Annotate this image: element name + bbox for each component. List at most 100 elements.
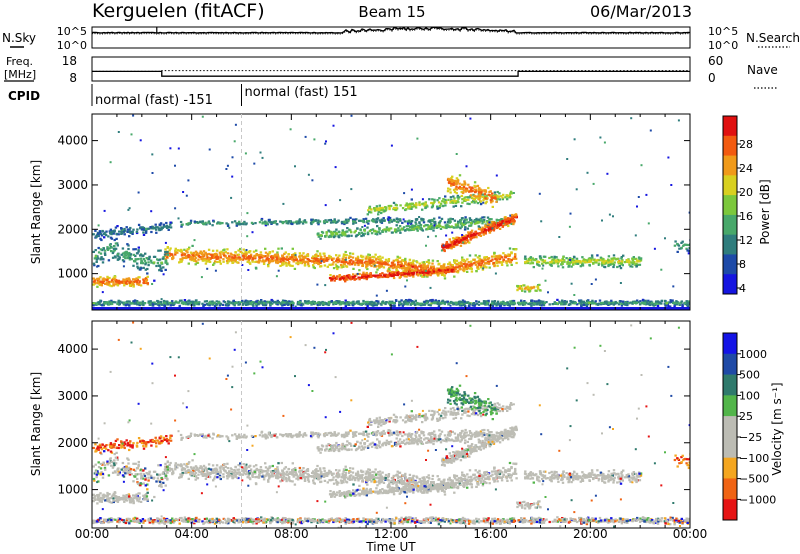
power-cell xyxy=(678,247,681,250)
power-cell xyxy=(132,278,135,281)
power-cell xyxy=(463,240,466,243)
power-cell xyxy=(477,188,481,191)
power-cell xyxy=(384,258,388,261)
power-cell xyxy=(474,188,478,191)
power-cell xyxy=(174,300,178,303)
power-cell xyxy=(612,215,614,218)
power-cell xyxy=(585,261,589,264)
power-cell xyxy=(101,291,104,294)
power-cell xyxy=(330,300,333,303)
power-cell xyxy=(502,300,505,303)
power-cell xyxy=(405,208,408,211)
power-cell xyxy=(474,222,477,225)
power-cell xyxy=(439,224,442,228)
power-cell xyxy=(348,274,351,277)
power-cell xyxy=(347,256,351,260)
power-cell xyxy=(571,302,575,305)
power-cell xyxy=(448,246,451,249)
power-cell xyxy=(187,262,190,265)
power-cell xyxy=(95,302,99,305)
power-cell xyxy=(302,257,305,260)
power-cell xyxy=(457,236,461,240)
power-cell xyxy=(532,266,535,269)
power-cell xyxy=(196,221,199,224)
power-cell xyxy=(368,259,372,262)
power-cell xyxy=(469,267,473,270)
power-cell xyxy=(455,236,458,239)
power-cell xyxy=(622,302,625,305)
power-cell xyxy=(459,239,463,242)
power-cell xyxy=(341,257,344,260)
power-cell xyxy=(362,271,365,274)
power-cell xyxy=(276,251,279,254)
power-cell xyxy=(346,276,349,279)
power-cell xyxy=(415,269,418,273)
power-cell xyxy=(120,253,123,256)
power-cell xyxy=(377,231,381,234)
power-cell xyxy=(208,300,212,303)
power-cell xyxy=(137,246,140,249)
power-cell xyxy=(166,253,169,256)
power-cell xyxy=(511,213,514,217)
power-cell xyxy=(345,230,348,233)
power-cell xyxy=(305,302,309,305)
power-cell xyxy=(660,268,663,271)
power-cell xyxy=(291,304,295,307)
power-cell xyxy=(512,257,515,260)
power-cell xyxy=(466,234,470,238)
power-cell xyxy=(680,246,683,249)
power-cell xyxy=(108,300,111,303)
power-cell xyxy=(178,304,181,307)
power-cell xyxy=(451,201,454,204)
power-cell xyxy=(427,220,430,223)
power-cell xyxy=(620,256,623,259)
power-cell xyxy=(457,187,461,190)
power-cell xyxy=(180,225,183,228)
power-cell xyxy=(394,273,397,276)
power-cell xyxy=(199,250,202,253)
power-cell xyxy=(410,268,414,272)
power-cell xyxy=(418,302,421,305)
power-cell xyxy=(462,198,466,201)
power-cell xyxy=(510,192,513,195)
power-cell xyxy=(122,278,125,281)
power-cell xyxy=(479,264,482,267)
power-cell xyxy=(360,302,363,305)
power-cell xyxy=(158,229,161,232)
power-cell xyxy=(421,275,424,278)
power-cell xyxy=(310,218,313,221)
power-cell xyxy=(424,202,427,205)
power-cell xyxy=(449,244,452,247)
power-cell xyxy=(224,251,227,254)
power-cell xyxy=(216,256,220,259)
power-cell xyxy=(128,258,132,261)
power-cell xyxy=(366,264,369,267)
power-cell xyxy=(133,299,137,302)
power-cell xyxy=(193,304,196,307)
power-cell xyxy=(321,300,324,304)
power-cell xyxy=(554,302,557,305)
power-cell xyxy=(156,226,159,229)
power-cell xyxy=(137,249,140,252)
power-cell xyxy=(344,304,347,307)
power-cell xyxy=(563,260,566,263)
power-cell xyxy=(337,301,340,304)
power-cell xyxy=(249,301,252,304)
power-cell xyxy=(365,278,368,281)
power-cell xyxy=(229,258,232,262)
power-cell xyxy=(465,238,469,242)
power-cell xyxy=(136,303,139,306)
power-cell xyxy=(530,304,533,307)
power-cell xyxy=(429,286,432,289)
power-cell xyxy=(628,261,631,264)
power-cell xyxy=(328,219,332,222)
power-cell xyxy=(305,221,308,224)
power-cell xyxy=(106,248,110,251)
power-cell xyxy=(604,262,607,265)
nave-line xyxy=(92,70,690,72)
power-cell xyxy=(257,261,260,264)
power-cell xyxy=(144,263,147,266)
power-cell xyxy=(402,266,406,269)
power-cell xyxy=(591,299,594,302)
power-cell xyxy=(638,303,642,306)
